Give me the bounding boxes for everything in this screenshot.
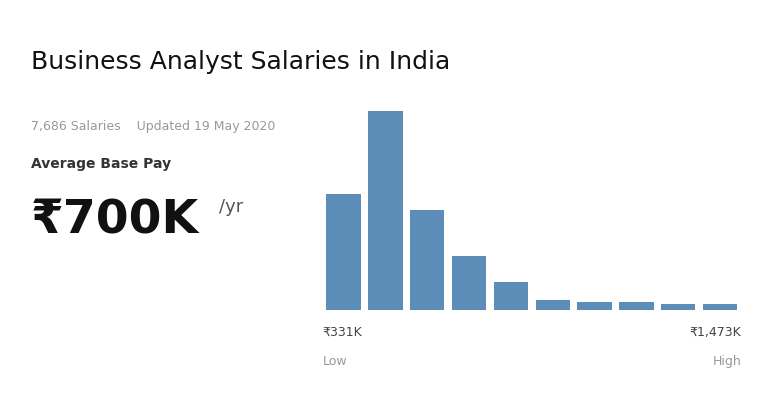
Bar — [368, 111, 402, 310]
Text: ₹1,473K: ₹1,473K — [690, 326, 741, 339]
Bar — [410, 210, 445, 310]
Bar — [494, 282, 528, 310]
Text: ₹700K: ₹700K — [31, 198, 199, 243]
Text: 7,686 Salaries    Updated 19 May 2020: 7,686 Salaries Updated 19 May 2020 — [31, 120, 275, 133]
Bar — [703, 304, 737, 310]
Bar — [661, 304, 696, 310]
Text: Low: Low — [323, 355, 347, 368]
Bar — [619, 302, 654, 310]
Text: High: High — [713, 355, 741, 368]
Bar — [452, 256, 486, 310]
Bar — [578, 302, 612, 310]
Text: ₹331K: ₹331K — [323, 326, 362, 339]
Bar — [535, 300, 570, 310]
Text: Business Analyst Salaries in India: Business Analyst Salaries in India — [31, 50, 450, 74]
Text: Average Base Pay: Average Base Pay — [31, 157, 170, 171]
Bar — [326, 195, 361, 310]
Text: /yr: /yr — [219, 198, 243, 216]
